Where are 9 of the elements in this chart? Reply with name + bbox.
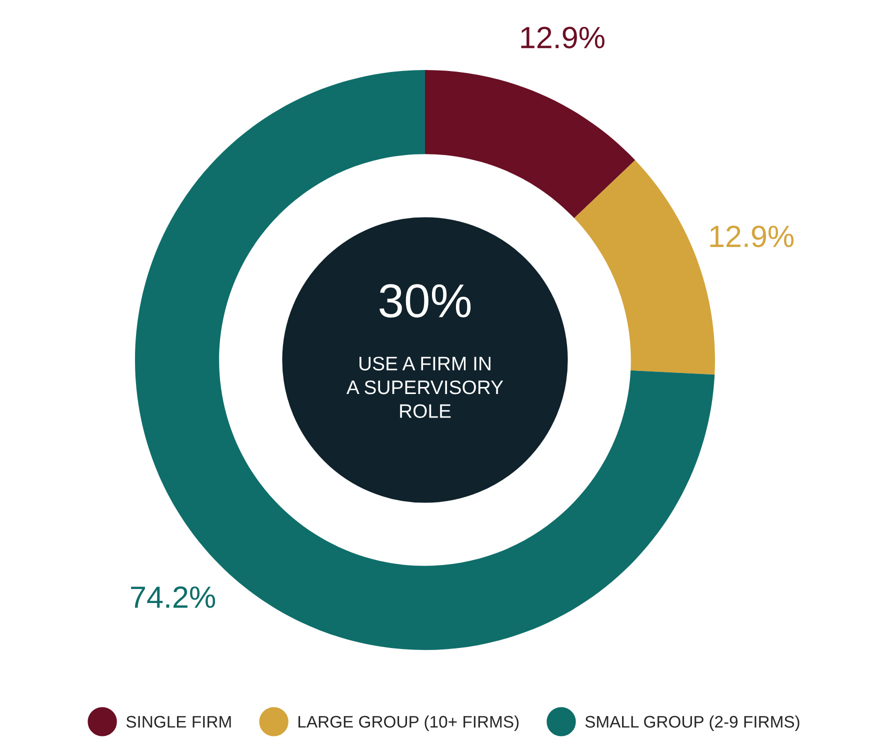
text: 30% — [380, 284, 471, 318]
donut-slice — [425, 70, 636, 218]
data-label: 12.9% — [710, 226, 794, 248]
data-label: 12.9% — [521, 26, 604, 48]
legend-label: SMALL GROUP (2-9 FIRMS) — [585, 715, 800, 731]
legend-label: SINGLE FIRM — [126, 716, 231, 728]
text: USE A FIRM IN A SUPERVISORY ROLE — [346, 356, 504, 418]
data-label: 74.2% — [131, 586, 216, 608]
legend-label: LARGE GROUP (10+ FIRMS) — [298, 715, 519, 731]
